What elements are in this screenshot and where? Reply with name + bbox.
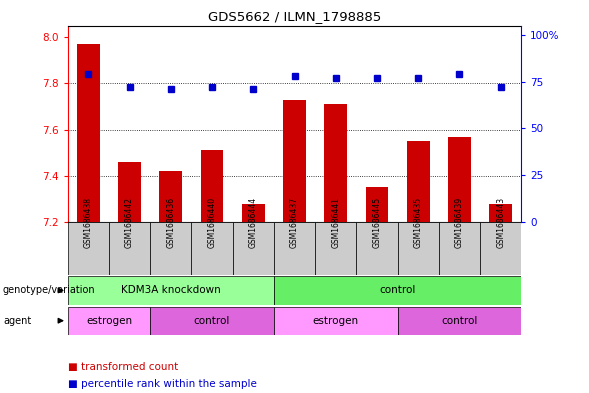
Title: GDS5662 / ILMN_1798885: GDS5662 / ILMN_1798885 bbox=[208, 10, 381, 23]
Text: estrogen: estrogen bbox=[313, 316, 359, 326]
Text: control: control bbox=[379, 285, 416, 296]
Bar bbox=[356, 222, 398, 275]
Text: control: control bbox=[441, 316, 478, 326]
Text: GSM1686438: GSM1686438 bbox=[84, 196, 93, 248]
Bar bbox=[448, 136, 471, 222]
Text: ■ percentile rank within the sample: ■ percentile rank within the sample bbox=[68, 379, 257, 389]
Text: KDM3A knockdown: KDM3A knockdown bbox=[121, 285, 221, 296]
Bar bbox=[242, 204, 264, 222]
Bar bbox=[407, 141, 429, 222]
Bar bbox=[150, 222, 191, 275]
Text: GSM1686437: GSM1686437 bbox=[290, 196, 299, 248]
Bar bbox=[274, 222, 315, 275]
Bar bbox=[480, 222, 521, 275]
Text: GSM1686442: GSM1686442 bbox=[125, 196, 134, 248]
Text: GSM1686443: GSM1686443 bbox=[496, 196, 505, 248]
Bar bbox=[398, 222, 439, 275]
Bar bbox=[77, 44, 100, 222]
Bar bbox=[68, 276, 274, 305]
Text: GSM1686439: GSM1686439 bbox=[455, 196, 464, 248]
Text: GSM1686435: GSM1686435 bbox=[413, 196, 423, 248]
Bar bbox=[68, 307, 150, 335]
Bar bbox=[274, 307, 398, 335]
Bar bbox=[150, 307, 274, 335]
Text: genotype/variation: genotype/variation bbox=[3, 285, 95, 296]
Bar bbox=[109, 222, 150, 275]
Bar bbox=[201, 151, 223, 222]
Bar bbox=[439, 222, 480, 275]
Bar bbox=[283, 99, 306, 222]
Text: GSM1686444: GSM1686444 bbox=[249, 196, 258, 248]
Bar bbox=[274, 276, 521, 305]
Text: GSM1686441: GSM1686441 bbox=[331, 196, 340, 248]
Bar bbox=[489, 204, 512, 222]
Text: GSM1686436: GSM1686436 bbox=[166, 196, 176, 248]
Bar bbox=[325, 104, 347, 222]
Text: estrogen: estrogen bbox=[86, 316, 132, 326]
Bar bbox=[398, 307, 521, 335]
Bar bbox=[68, 222, 109, 275]
Text: GSM1686445: GSM1686445 bbox=[372, 196, 382, 248]
Text: agent: agent bbox=[3, 316, 31, 326]
Bar bbox=[233, 222, 274, 275]
Bar bbox=[315, 222, 356, 275]
Bar bbox=[160, 171, 182, 222]
Text: ■ transformed count: ■ transformed count bbox=[68, 362, 178, 373]
Text: control: control bbox=[194, 316, 230, 326]
Bar bbox=[366, 187, 388, 222]
Text: GSM1686440: GSM1686440 bbox=[207, 196, 217, 248]
Bar bbox=[118, 162, 141, 222]
Bar bbox=[191, 222, 233, 275]
